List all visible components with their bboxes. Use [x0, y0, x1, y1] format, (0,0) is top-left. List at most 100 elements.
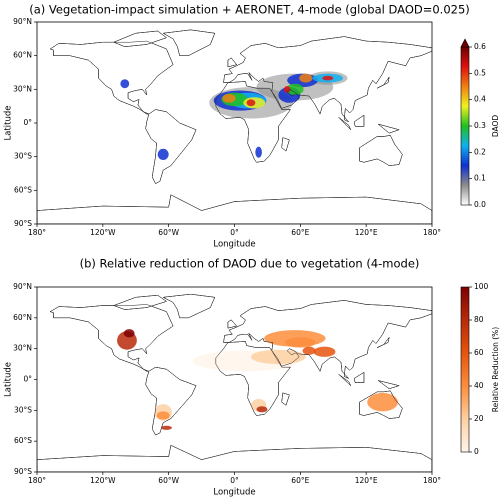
map-area — [37, 293, 432, 472]
y-axis-label: Latitude — [4, 362, 14, 397]
aerosol-plume — [284, 337, 316, 348]
panel-title: (a) Vegetation-impact simulation + AERON… — [29, 3, 470, 17]
coastline — [281, 137, 290, 152]
coastline — [37, 444, 432, 472]
aerosol-plume — [302, 346, 316, 355]
y-tick-label: 90°S — [14, 219, 32, 228]
x-tick-label: 180° — [28, 476, 46, 485]
colorbar — [460, 46, 470, 206]
colorbar-label: Relative Reduction (%) — [491, 327, 500, 413]
colorbar-tick-label: 0 — [474, 447, 479, 456]
aerosol-plume — [246, 99, 256, 107]
map-area — [37, 29, 432, 224]
y-tick-label: 0° — [23, 375, 32, 384]
aerosol-plume — [286, 83, 304, 95]
colorbar-tick-label: 80 — [474, 315, 484, 324]
colorbar-extend — [460, 38, 470, 48]
y-tick-label: 30°N — [13, 84, 32, 93]
panel-title: (b) Relative reduction of DAOD due to ve… — [80, 257, 420, 271]
coastline — [162, 29, 216, 56]
coastline — [145, 109, 197, 184]
aerosol-plume — [367, 392, 398, 412]
x-tick-label: 180° — [423, 228, 441, 237]
coastline — [338, 117, 352, 130]
y-tick-label: 90°S — [14, 467, 32, 476]
y-tick-label: 90°N — [13, 282, 32, 291]
coastline — [359, 390, 403, 419]
map-panel: (a) Vegetation-impact simulation + AERON… — [4, 3, 500, 250]
aerosol-plume — [123, 329, 135, 338]
aerosol-plume — [283, 85, 291, 93]
y-tick-label: 30°N — [13, 344, 32, 353]
x-tick-label: 120°W — [90, 476, 116, 485]
colorbar-tick-label: 0.2 — [474, 147, 486, 156]
aerosol-plume — [160, 425, 172, 430]
aerosol-plume — [322, 75, 334, 81]
coastline — [378, 380, 401, 390]
x-tick-label: 180° — [28, 228, 46, 237]
y-tick-label: 90°N — [13, 17, 32, 26]
coastline — [162, 293, 216, 319]
x-tick-label: 180° — [423, 476, 441, 485]
colorbar — [460, 286, 470, 453]
y-tick-label: 30°S — [14, 152, 32, 161]
coastline — [223, 300, 432, 379]
aerosol-plume — [156, 411, 170, 420]
coastline — [113, 294, 168, 310]
coastline — [353, 371, 365, 383]
y-tick-label: 60°S — [14, 185, 32, 194]
y-tick-label: 60°S — [14, 436, 32, 445]
colorbar-tick-label: 0.3 — [474, 121, 486, 130]
coastline — [378, 123, 400, 134]
x-tick-label: 120°E — [355, 476, 378, 485]
coastline — [49, 40, 174, 115]
x-tick-label: 0° — [230, 228, 239, 237]
coastline — [113, 30, 167, 47]
x-axis-label: Longitude — [213, 488, 255, 498]
x-tick-label: 60°W — [158, 476, 179, 485]
coastline — [215, 81, 291, 163]
coastline — [353, 114, 365, 127]
aerosol-plume — [250, 349, 306, 365]
aerosol-plume — [222, 93, 236, 103]
aerosol-plume — [299, 73, 313, 83]
coastline — [338, 374, 352, 386]
y-tick-label: 60°N — [13, 313, 32, 322]
coastline — [223, 36, 432, 123]
coastline — [377, 337, 390, 348]
coastline — [359, 135, 403, 166]
x-tick-label: 60°E — [291, 228, 309, 237]
y-tick-label: 60°N — [13, 51, 32, 60]
colorbar-tick-label: 100 — [474, 282, 489, 291]
y-axis-label: Latitude — [4, 106, 14, 141]
coastline — [37, 194, 432, 224]
coastline — [49, 304, 174, 372]
map-panel: (b) Relative reduction of DAOD due to ve… — [4, 257, 500, 498]
x-tick-label: 120°W — [90, 228, 116, 237]
y-tick-label: 30°S — [14, 405, 32, 414]
x-axis-label: Longitude — [213, 240, 255, 250]
x-tick-label: 120°E — [355, 228, 378, 237]
coastline — [215, 341, 291, 416]
x-tick-label: 60°W — [158, 228, 179, 237]
coastline — [227, 57, 238, 68]
coastline — [281, 392, 290, 406]
x-tick-label: 60°E — [291, 476, 309, 485]
colorbar-tick-label: 0.0 — [474, 200, 486, 209]
aerosol-plume — [120, 79, 130, 89]
coastline — [145, 366, 197, 436]
aerosol-plume — [256, 406, 268, 413]
aerosol-plume — [157, 148, 169, 161]
aerosol-plume — [255, 146, 262, 158]
colorbar-tick-label: 60 — [474, 348, 484, 357]
colorbar-tick-label: 20 — [474, 414, 484, 423]
coastline — [227, 319, 238, 329]
colorbar-tick-label: 40 — [474, 381, 484, 390]
colorbar-tick-label: 0.5 — [474, 68, 486, 77]
x-tick-label: 0° — [230, 476, 239, 485]
colorbar-tick-label: 0.4 — [474, 95, 486, 104]
colorbar-label: DAOD — [491, 115, 500, 138]
colorbar-tick-label: 0.1 — [474, 174, 486, 183]
coastline — [377, 76, 390, 89]
